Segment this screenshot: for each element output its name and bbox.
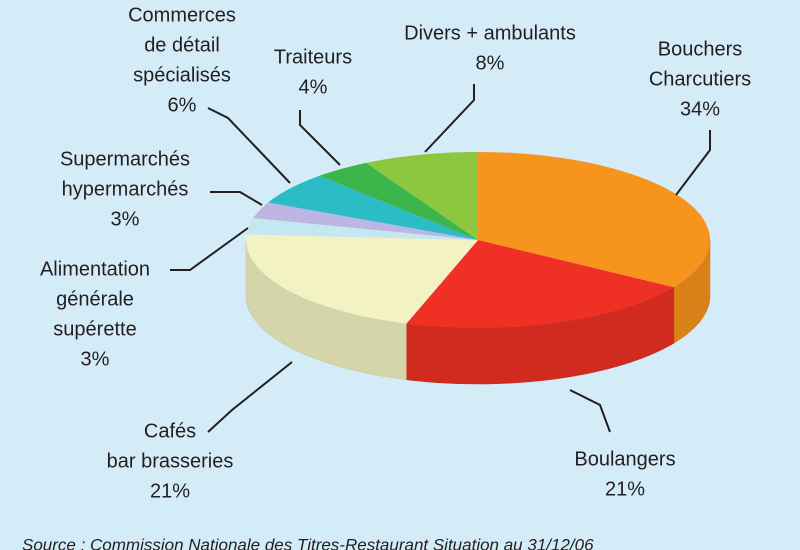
slice-label: Boulangers	[574, 448, 675, 470]
slice-label: Alimentation	[40, 258, 150, 280]
leader-line	[210, 191, 263, 206]
slice-label: Charcutiers	[649, 68, 751, 90]
slice	[268, 175, 478, 240]
value-label: 3%	[111, 208, 140, 230]
value-label: 4%	[299, 76, 328, 98]
leader-line	[569, 389, 611, 433]
slice-side	[245, 239, 407, 380]
slice-label: bar brasseries	[107, 450, 234, 472]
slice-label: Traiteurs	[274, 46, 352, 68]
slice	[253, 202, 478, 240]
slice-label: spécialisés	[133, 64, 231, 86]
leader-line	[675, 130, 711, 196]
slice-label: Supermarchés	[60, 148, 190, 170]
value-label: 8%	[476, 52, 505, 74]
slice	[406, 240, 674, 328]
value-label: 21%	[150, 480, 190, 502]
slice	[478, 152, 710, 288]
slice-label: de détail	[144, 34, 220, 56]
leader-line	[207, 361, 293, 433]
slice-label: générale	[56, 288, 134, 310]
leader-line	[424, 84, 475, 153]
slice-label: Divers + ambulants	[404, 22, 576, 44]
slice-label: hypermarchés	[62, 178, 189, 200]
leader-line	[170, 227, 249, 271]
leader-line	[207, 107, 291, 184]
slice	[366, 152, 478, 240]
value-label: 6%	[168, 94, 197, 116]
slice-label: Cafés	[144, 420, 196, 442]
slice-label: supérette	[53, 318, 136, 340]
slice	[246, 234, 478, 324]
slice	[246, 218, 478, 240]
value-label: 34%	[680, 98, 720, 120]
value-label: 3%	[81, 348, 110, 370]
slice-label: Commerces	[128, 4, 236, 26]
leader-line	[299, 110, 341, 166]
slice	[319, 162, 478, 240]
value-label: 21%	[605, 478, 645, 500]
source: Source : Commission Nationale des Titres…	[22, 535, 594, 550]
slice-label: Bouchers	[658, 38, 743, 60]
